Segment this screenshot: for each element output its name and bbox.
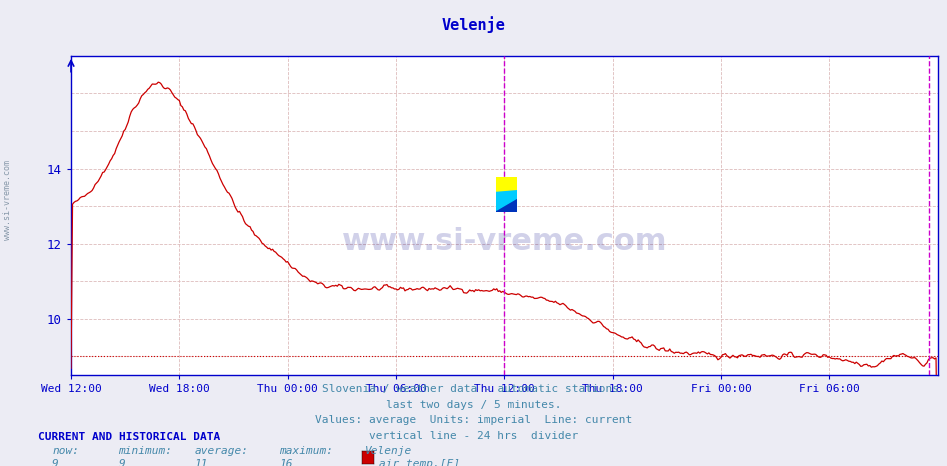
Polygon shape bbox=[496, 177, 517, 191]
Text: maximum:: maximum: bbox=[279, 446, 333, 456]
Text: Slovenia / weather data - automatic stations.: Slovenia / weather data - automatic stat… bbox=[322, 384, 625, 394]
Polygon shape bbox=[496, 177, 517, 207]
Text: air temp.[F]: air temp.[F] bbox=[379, 459, 460, 466]
Text: Velenje: Velenje bbox=[365, 446, 412, 456]
Text: CURRENT AND HISTORICAL DATA: CURRENT AND HISTORICAL DATA bbox=[38, 432, 220, 442]
Text: average:: average: bbox=[194, 446, 248, 456]
Text: minimum:: minimum: bbox=[118, 446, 172, 456]
Text: now:: now: bbox=[52, 446, 80, 456]
Text: www.si-vreme.com: www.si-vreme.com bbox=[3, 160, 12, 240]
Text: Velenje: Velenje bbox=[441, 16, 506, 33]
Text: www.si-vreme.com: www.si-vreme.com bbox=[342, 226, 667, 255]
Text: vertical line - 24 hrs  divider: vertical line - 24 hrs divider bbox=[369, 431, 578, 440]
Text: Values: average  Units: imperial  Line: current: Values: average Units: imperial Line: cu… bbox=[314, 415, 633, 425]
Text: last two days / 5 minutes.: last two days / 5 minutes. bbox=[385, 400, 562, 410]
Text: 9: 9 bbox=[52, 459, 59, 466]
Text: 11: 11 bbox=[194, 459, 207, 466]
Text: 9: 9 bbox=[118, 459, 125, 466]
Text: 16: 16 bbox=[279, 459, 293, 466]
Polygon shape bbox=[496, 177, 517, 210]
